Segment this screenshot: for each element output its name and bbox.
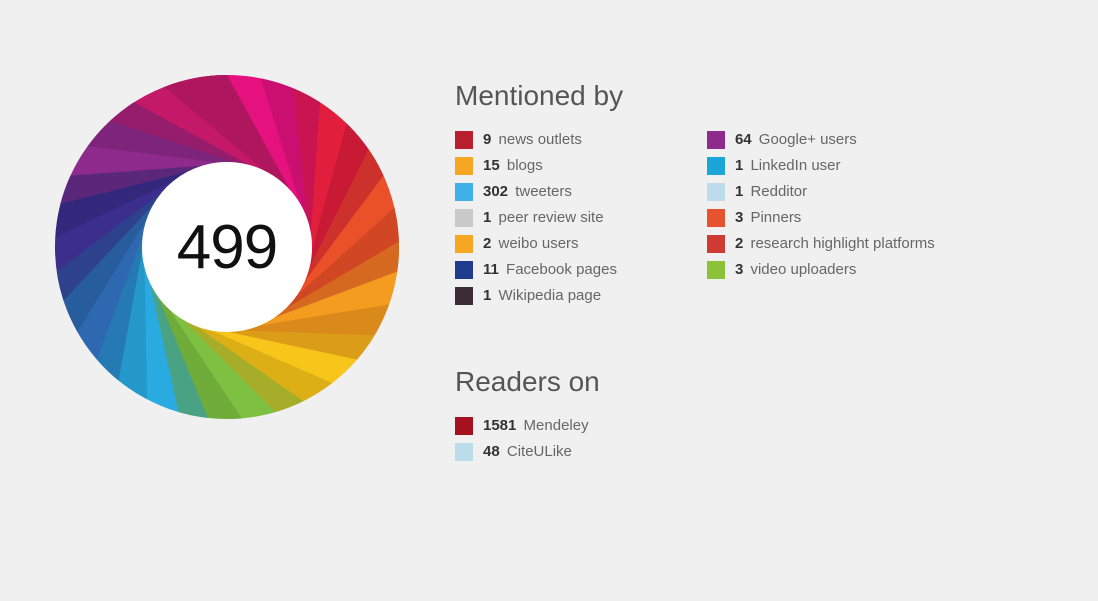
color-swatch	[455, 235, 473, 253]
mentioned-by-label: Facebook pages	[502, 261, 617, 278]
mentioned-by-count: 1	[483, 209, 491, 226]
mentioned-by-label: research highlight platforms	[746, 235, 934, 252]
mentioned-by-item: 302 tweeters	[455, 182, 617, 202]
mentioned-by-columns: 9 news outlets 15 blogs 302 tweeters 1 peer…	[455, 130, 1075, 306]
mentioned-by-label: Google+ users	[755, 131, 857, 148]
mentioned-by-count: 3	[735, 261, 743, 278]
mentioned-by-text: 11 Facebook pages	[483, 260, 617, 280]
color-swatch	[707, 235, 725, 253]
mentioned-by-label: LinkedIn user	[746, 157, 840, 174]
mentioned-by-label: peer review site	[494, 209, 603, 226]
mentioned-by-item: 15 blogs	[455, 156, 617, 176]
readers-on-count: 1581	[483, 417, 516, 434]
mentioned-by-item: 11 Facebook pages	[455, 260, 617, 280]
mentioned-by-count: 2	[735, 235, 743, 252]
mentioned-by-label: tweeters	[511, 183, 572, 200]
color-swatch	[707, 183, 725, 201]
mentioned-by-item: 1 Wikipedia page	[455, 286, 617, 306]
mentioned-by-text: 2 research highlight platforms	[735, 234, 935, 254]
mentioned-by-label: Pinners	[746, 209, 801, 226]
mentioned-by-item: 1 Redditor	[707, 182, 935, 202]
readers-on-title: Readers on	[455, 366, 1075, 398]
mentioned-by-text: 1 Wikipedia page	[483, 286, 601, 306]
mentioned-by-text: 15 blogs	[483, 156, 543, 176]
mentioned-by-text: 64 Google+ users	[735, 130, 857, 150]
mentioned-by-count: 1	[735, 183, 743, 200]
mentioned-by-count: 64	[735, 131, 752, 148]
mentioned-by-text: 1 peer review site	[483, 208, 604, 228]
readers-on-item: 1581 Mendeley	[455, 416, 1075, 436]
mentioned-by-count: 1	[735, 157, 743, 174]
color-swatch	[707, 209, 725, 227]
color-swatch	[707, 261, 725, 279]
mentioned-by-col-1: 9 news outlets 15 blogs 302 tweeters 1 peer…	[455, 130, 617, 306]
mentioned-by-count: 2	[483, 235, 491, 252]
color-swatch	[455, 157, 473, 175]
mentioned-by-label: news outlets	[494, 131, 582, 148]
mentioned-by-text: 9 news outlets	[483, 130, 582, 150]
mentioned-by-label: weibo users	[494, 235, 578, 252]
mentioned-by-text: 2 weibo users	[483, 234, 579, 254]
readers-on-list: 1581 Mendeley 48 CiteULike	[455, 416, 1075, 462]
readers-on-label: Mendeley	[519, 417, 588, 434]
mentioned-by-count: 1	[483, 287, 491, 304]
color-swatch	[455, 261, 473, 279]
mentioned-by-text: 1 LinkedIn user	[735, 156, 841, 176]
color-swatch	[707, 131, 725, 149]
readers-on-text: 48 CiteULike	[483, 442, 572, 462]
mentioned-by-text: 3 video uploaders	[735, 260, 856, 280]
mentioned-by-label: blogs	[503, 157, 543, 174]
mentioned-by-item: 3 Pinners	[707, 208, 935, 228]
color-swatch	[707, 157, 725, 175]
color-swatch	[455, 131, 473, 149]
color-swatch	[455, 287, 473, 305]
details-column: Mentioned by 9 news outlets 15 blogs 302 t…	[455, 80, 1075, 462]
mentioned-by-item: 2 weibo users	[455, 234, 617, 254]
color-swatch	[455, 417, 473, 435]
color-swatch	[455, 209, 473, 227]
readers-on-item: 48 CiteULike	[455, 442, 1075, 462]
mentioned-by-text: 3 Pinners	[735, 208, 801, 228]
mentioned-by-count: 9	[483, 131, 491, 148]
mentioned-by-count: 11	[483, 261, 499, 278]
mentioned-by-text: 1 Redditor	[735, 182, 807, 202]
mentioned-by-item: 1 LinkedIn user	[707, 156, 935, 176]
color-swatch	[455, 443, 473, 461]
mentioned-by-label: Wikipedia page	[494, 287, 601, 304]
readers-on-label: CiteULike	[503, 443, 572, 460]
altmetric-badge-panel: 499 Mentioned by 9 news outlets 15 blogs 3…	[0, 0, 1098, 601]
mentioned-by-count: 15	[483, 157, 500, 174]
mentioned-by-title: Mentioned by	[455, 80, 1075, 112]
mentioned-by-item: 64 Google+ users	[707, 130, 935, 150]
mentioned-by-item: 3 video uploaders	[707, 260, 935, 280]
mentioned-by-item: 9 news outlets	[455, 130, 617, 150]
readers-section: Readers on 1581 Mendeley 48 CiteULike	[455, 366, 1075, 462]
attention-score-donut: 499	[52, 72, 402, 422]
mentioned-by-label: video uploaders	[746, 261, 856, 278]
mentioned-by-item: 1 peer review site	[455, 208, 617, 228]
mentioned-by-label: Redditor	[746, 183, 807, 200]
mentioned-by-item: 2 research highlight platforms	[707, 234, 935, 254]
mentioned-by-col-2: 64 Google+ users1 LinkedIn user1 Reddito…	[707, 130, 935, 306]
attention-score-value: 499	[52, 72, 402, 422]
mentioned-by-text: 302 tweeters	[483, 182, 572, 202]
readers-on-count: 48	[483, 443, 500, 460]
readers-on-text: 1581 Mendeley	[483, 416, 589, 436]
color-swatch	[455, 183, 473, 201]
mentioned-by-count: 3	[735, 209, 743, 226]
mentioned-by-count: 302	[483, 183, 508, 200]
